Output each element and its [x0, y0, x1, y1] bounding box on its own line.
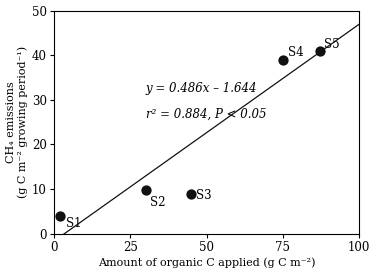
Point	[143, 187, 149, 192]
Text: S2: S2	[150, 196, 165, 209]
Text: r² = 0.884, P < 0.05: r² = 0.884, P < 0.05	[146, 108, 266, 121]
Point	[57, 214, 63, 218]
Y-axis label: CH₄ emissions
(g C m⁻² growing period⁻¹): CH₄ emissions (g C m⁻² growing period⁻¹)	[6, 46, 28, 198]
Text: S5: S5	[324, 38, 340, 50]
Text: S4: S4	[288, 47, 303, 59]
Point	[280, 58, 286, 62]
X-axis label: Amount of organic C applied (g C m⁻²): Amount of organic C applied (g C m⁻²)	[98, 258, 315, 269]
Point	[188, 192, 194, 196]
Point	[317, 48, 323, 53]
Text: y = 0.486x – 1.644: y = 0.486x – 1.644	[146, 82, 257, 95]
Text: S3: S3	[196, 189, 212, 202]
Text: S1: S1	[66, 218, 82, 230]
